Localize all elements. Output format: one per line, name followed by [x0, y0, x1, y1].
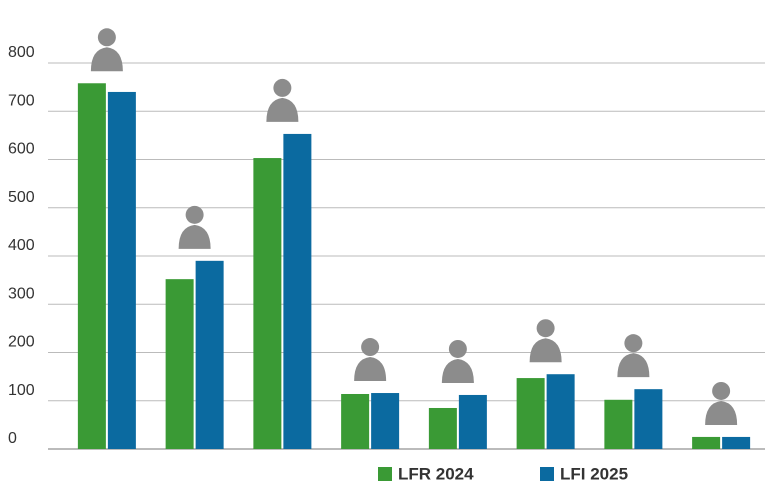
y-tick-label: 100: [8, 382, 35, 399]
y-tick-label: 400: [8, 237, 35, 254]
legend-label: LFI 2025: [560, 464, 628, 483]
icon: [97, 28, 116, 47]
y-tick-label: 200: [8, 334, 35, 351]
icon: [361, 338, 380, 357]
bar: [371, 393, 400, 449]
bar: [253, 158, 282, 450]
y-tick-label: 600: [8, 141, 35, 158]
bar: [722, 436, 751, 449]
icon: [712, 381, 731, 400]
bar: [283, 133, 312, 450]
icon: [617, 353, 650, 378]
bar: [692, 436, 721, 449]
icon: [273, 78, 292, 97]
bar: [604, 399, 633, 449]
bar: [165, 279, 194, 449]
y-tick-label: 500: [8, 189, 35, 206]
bar: [428, 407, 457, 449]
legend-swatch: [540, 467, 554, 481]
bar: [634, 389, 663, 449]
icon: [185, 205, 204, 224]
y-tick-label: 800: [8, 44, 35, 61]
legend-swatch: [378, 467, 392, 481]
y-tick-label: 700: [8, 92, 35, 109]
icon: [90, 47, 123, 72]
y-tick-label: 300: [8, 285, 35, 302]
icon: [266, 97, 299, 122]
icon: [354, 357, 387, 382]
bar: [546, 374, 575, 449]
bar: [458, 394, 487, 449]
y-tick-label: 0: [8, 430, 17, 447]
icon: [536, 319, 555, 338]
bar: [107, 91, 136, 449]
bar: [195, 260, 224, 449]
icon: [448, 339, 467, 358]
icon: [441, 358, 474, 383]
icon: [624, 334, 643, 353]
icon: [705, 400, 738, 425]
icon: [529, 338, 562, 363]
bar: [341, 393, 370, 449]
bar: [77, 83, 106, 449]
icon: [178, 224, 211, 249]
legend-label: LFR 2024: [398, 464, 474, 483]
bar: [516, 378, 545, 449]
